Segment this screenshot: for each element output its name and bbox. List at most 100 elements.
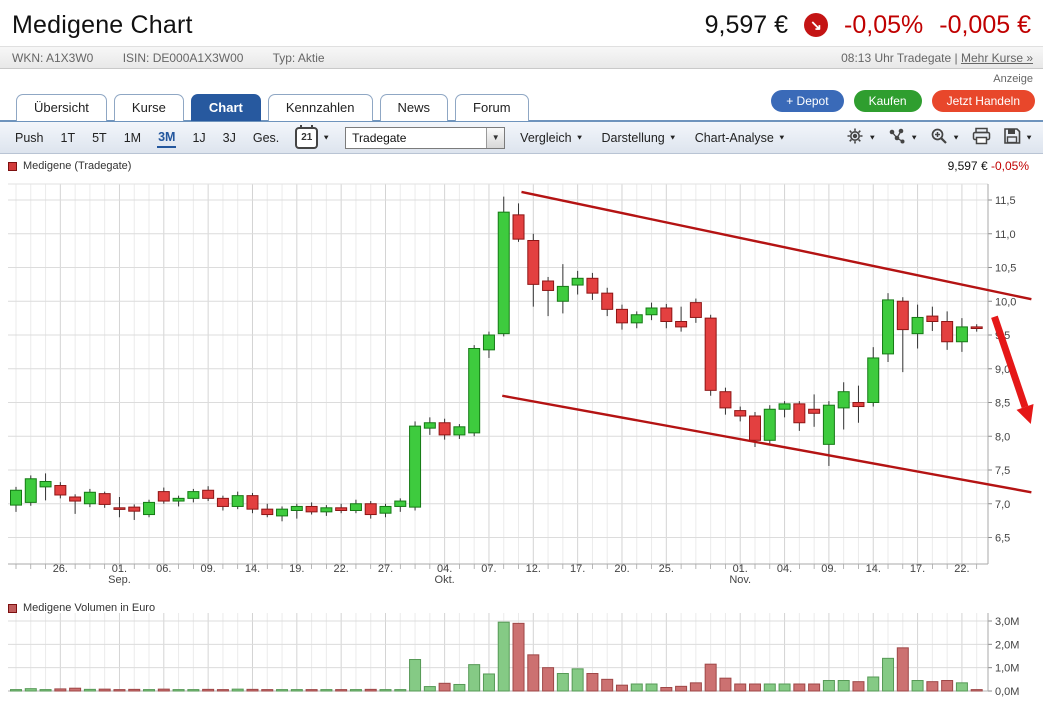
wkn-label: WKN: A1X3W0 xyxy=(12,50,94,65)
price-axis-label: 6,5 xyxy=(995,533,1010,545)
volume-axis-label: 0,0M xyxy=(995,686,1019,698)
select-dropdown-button[interactable]: ▼ xyxy=(486,127,505,148)
range-push[interactable]: Push xyxy=(15,130,44,145)
zoom-in-button[interactable]: ▼ xyxy=(930,127,960,148)
candle xyxy=(734,410,747,417)
candle xyxy=(704,317,717,391)
candle xyxy=(128,506,141,512)
candle xyxy=(187,491,200,499)
range-1t[interactable]: 1T xyxy=(60,130,76,145)
menu-chart-analyse[interactable]: Chart-Analyse ▼ xyxy=(695,131,786,145)
gear-button[interactable]: ▼ xyxy=(846,127,876,148)
candle xyxy=(941,321,954,343)
volume-swatch-icon xyxy=(8,603,17,613)
save-button[interactable]: ▼ xyxy=(1003,127,1033,148)
date-axis-label: 27. xyxy=(378,563,393,575)
volume-bar xyxy=(157,688,170,692)
date-axis-label: 04. xyxy=(437,563,452,575)
action-buttons: + Depot Kaufen Jetzt Handeln xyxy=(771,90,1035,112)
candle xyxy=(852,402,865,408)
series-legend-label: Medigene (Tradegate) xyxy=(23,160,132,172)
volume-bar xyxy=(231,688,244,692)
price-axis-label: 10,0 xyxy=(995,296,1016,308)
kaufen-button[interactable]: Kaufen xyxy=(853,90,922,112)
date-axis-label: 04. xyxy=(777,563,792,575)
candle xyxy=(453,426,466,436)
exchange-select[interactable]: Tradegate ▼ xyxy=(345,126,506,149)
volume-bar xyxy=(202,688,215,692)
candle xyxy=(675,321,688,328)
menu-label: Chart-Analyse xyxy=(694,130,774,145)
candle xyxy=(660,307,673,322)
date-axis-label: 17. xyxy=(570,563,585,575)
exchange-select-value: Tradegate xyxy=(352,130,407,145)
volume-bar xyxy=(970,689,983,692)
volume-bar xyxy=(305,689,318,692)
volume-bar xyxy=(69,687,82,692)
typ-label: Typ: Aktie xyxy=(272,50,325,65)
share-icon xyxy=(888,127,906,148)
candle xyxy=(320,507,333,513)
tab-news[interactable]: News xyxy=(379,94,449,121)
current-price: 9,597 € xyxy=(704,10,789,39)
volume-bar xyxy=(882,657,895,692)
range-3j[interactable]: 3J xyxy=(222,130,236,145)
save-icon xyxy=(1003,127,1021,148)
calendar-range-picker[interactable]: 21 ▼ xyxy=(295,124,331,149)
range-1j[interactable]: 1J xyxy=(192,130,206,145)
date-axis-label: 12. xyxy=(526,563,541,575)
range-1m[interactable]: 1M xyxy=(123,130,142,145)
jetzt-handeln-button[interactable]: Jetzt Handeln xyxy=(931,90,1035,112)
volume-bar xyxy=(246,688,259,692)
volume-bar xyxy=(143,689,156,692)
candle xyxy=(896,300,909,331)
volume-bar xyxy=(704,663,717,692)
volume-bar xyxy=(379,689,392,692)
menu-vergleich[interactable]: Vergleich ▼ xyxy=(520,131,583,145)
tab-kurse[interactable]: Kurse xyxy=(113,94,184,121)
menu-darstellung[interactable]: Darstellung ▼ xyxy=(602,131,677,145)
volume-bar xyxy=(852,681,865,692)
volume-bar xyxy=(423,686,436,692)
chevron-down-icon: ▼ xyxy=(322,133,331,142)
date-axis-label: 09. xyxy=(200,563,215,575)
isin-label: ISIN: DE000A1X3W00 xyxy=(122,50,244,65)
volume-bar xyxy=(482,673,495,692)
mehr-kurse-link[interactable]: Mehr Kurse » xyxy=(960,50,1033,65)
tab-übersicht[interactable]: Übersicht xyxy=(16,94,107,121)
range-selector: Push 1T 5T 1M 3M 1J 3J Ges. xyxy=(14,128,280,148)
instrument-ids: WKN: A1X3W0 ISIN: DE000A1X3W00 Typ: Akti… xyxy=(12,51,351,65)
tab-kennzahlen[interactable]: Kennzahlen xyxy=(267,94,373,121)
chart-toolbar: Push 1T 5T 1M 3M 1J 3J Ges. 21 ▼ Tradegate ▼ Ve… xyxy=(0,122,1043,154)
series-legend: Medigene (Tradegate) xyxy=(8,160,131,172)
candle xyxy=(482,334,495,351)
volume-legend: Medigene Volumen in Euro xyxy=(8,602,155,614)
range-5t[interactable]: 5T xyxy=(92,130,107,145)
date-axis-label: 01. xyxy=(733,563,748,575)
volume-bar xyxy=(675,685,688,692)
range-3m[interactable]: 3M xyxy=(157,128,177,148)
print-button[interactable] xyxy=(972,127,991,148)
trend-line xyxy=(502,394,1032,494)
depot-button[interactable]: + Depot xyxy=(771,90,844,112)
volume-bar xyxy=(98,688,111,692)
candle xyxy=(615,308,628,324)
volume-bar xyxy=(586,673,599,692)
chart-price-tag: 9,597 € -0,05% xyxy=(948,159,1029,173)
candle xyxy=(423,422,436,429)
volume-bar xyxy=(290,689,303,692)
candle xyxy=(497,211,510,335)
volume-bar xyxy=(867,676,880,692)
date-axis-label: 14. xyxy=(245,563,260,575)
volume-bar xyxy=(39,689,52,692)
tab-chart[interactable]: Chart xyxy=(190,94,261,121)
volume-bar xyxy=(926,681,939,692)
candlestick-chart[interactable]: 11,511,010,510,09,59,08,58,07,57,06,53,0… xyxy=(0,154,1043,707)
range-ges[interactable]: Ges. xyxy=(252,130,280,145)
volume-bar xyxy=(763,683,776,692)
volume-bar xyxy=(601,678,614,692)
share-button[interactable]: ▼ xyxy=(888,127,918,148)
chevron-down-icon: ▼ xyxy=(910,133,919,142)
tab-forum[interactable]: Forum xyxy=(455,94,529,121)
volume-bar xyxy=(808,683,821,692)
